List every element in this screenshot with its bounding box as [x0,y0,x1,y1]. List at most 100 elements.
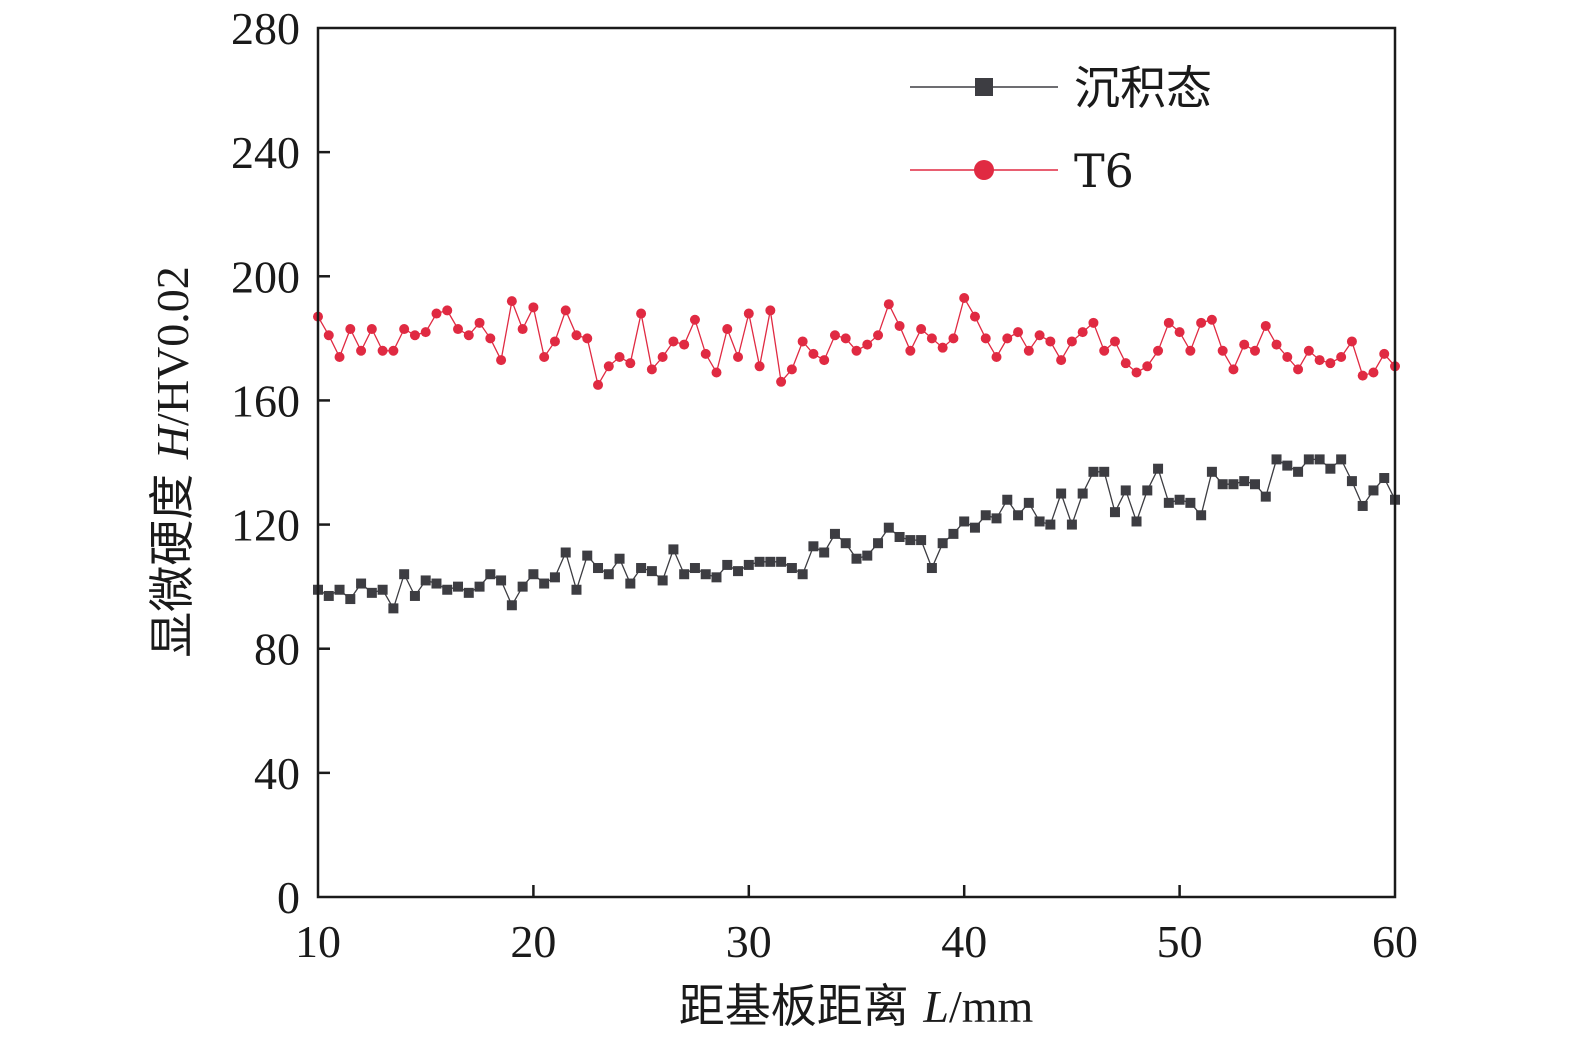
data-point [646,566,657,577]
data-point [1174,494,1185,505]
data-point [1249,345,1260,356]
data-point [506,296,517,307]
data-point [1077,327,1088,338]
data-point [980,333,991,344]
data-point [1099,466,1110,477]
data-point [969,311,980,322]
data-point [689,563,700,574]
legend: 沉积态 T6 [910,61,1212,198]
data-point [625,578,636,589]
data-point [636,308,647,319]
x-axis-title-variable: L [922,981,949,1032]
data-point [657,575,668,586]
y-axis-title-text: 显微硬度 [145,459,199,658]
data-point [517,581,528,592]
data-point [1013,327,1024,338]
y-axis-title-variable: H [147,423,198,460]
data-point [1271,339,1282,350]
y-tick-label: 0 [277,872,300,923]
data-point [722,559,733,570]
data-point [1228,364,1239,375]
data-point [1282,460,1293,471]
x-tick-label: 20 [510,916,556,967]
y-axis-title-unit: /HV0.02 [147,266,198,426]
data-point [1260,320,1271,331]
data-point [873,538,884,549]
data-point [754,556,765,567]
data-point [1368,367,1379,378]
data-point [1303,454,1314,465]
data-point [905,535,916,546]
data-point [1325,463,1336,474]
data-point [840,538,851,549]
data-point [377,345,388,356]
legend-marker-t6 [974,160,994,180]
data-point [1228,479,1239,490]
data-point [1206,314,1217,325]
axes-layer [316,26,1397,899]
legend-marker-as-deposited [975,78,993,96]
x-axis-title: 距基板距离 L/mm [679,979,1034,1033]
data-point [377,584,388,595]
data-point [345,324,356,335]
plot-frame [316,26,1397,899]
data-point [862,339,873,350]
data-point [593,379,604,390]
data-point [873,330,884,341]
data-point [1099,345,1110,356]
data-point [819,355,830,366]
data-point [323,330,334,341]
data-point [668,544,679,555]
data-point [582,550,593,561]
data-point [560,305,571,316]
data-point [1206,466,1217,477]
data-point [442,584,453,595]
data-point [1088,317,1099,328]
data-point [420,575,431,586]
data-point [1314,454,1325,465]
data-point [625,358,636,369]
data-point [916,324,927,335]
data-point [808,348,819,359]
data-point [1379,473,1390,484]
data-point [539,351,550,362]
legend-label-t6: T6 [1074,144,1134,198]
x-axis-title-unit: /mm [949,981,1034,1032]
data-point [528,302,539,313]
data-point [1357,370,1368,381]
data-point [1013,510,1024,521]
data-point [829,330,840,341]
y-tick-label: 40 [254,748,300,799]
data-point [851,345,862,356]
data-point [582,333,593,344]
data-point [560,547,571,558]
x-axis-ticks: 10 20 30 40 50 60 [295,885,1418,967]
x-axis-title-text: 距基板距离 [679,979,924,1033]
data-point [851,553,862,564]
data-point [668,336,679,347]
data-point [840,333,851,344]
x-tick-label: 40 [941,916,987,967]
data-point [733,351,744,362]
data-point [1239,339,1250,350]
y-tick-label: 240 [231,127,300,178]
data-point [420,327,431,338]
data-point [1088,466,1099,477]
data-point [1185,345,1196,356]
data-point [797,336,808,347]
data-point [1174,327,1185,338]
y-axis-title: 显微硬度 H/HV0.02 [145,266,199,658]
data-point [1196,510,1207,521]
data-point [1045,519,1056,530]
data-point [743,559,754,570]
data-point [593,563,604,574]
data-point [474,581,485,592]
data-point [1066,519,1077,530]
data-point [743,308,754,319]
data-point [1346,476,1357,487]
data-point [1217,479,1228,490]
x-tick-label: 60 [1372,916,1418,967]
data-point [1002,494,1013,505]
data-point [1142,485,1153,496]
data-point [1120,485,1131,496]
